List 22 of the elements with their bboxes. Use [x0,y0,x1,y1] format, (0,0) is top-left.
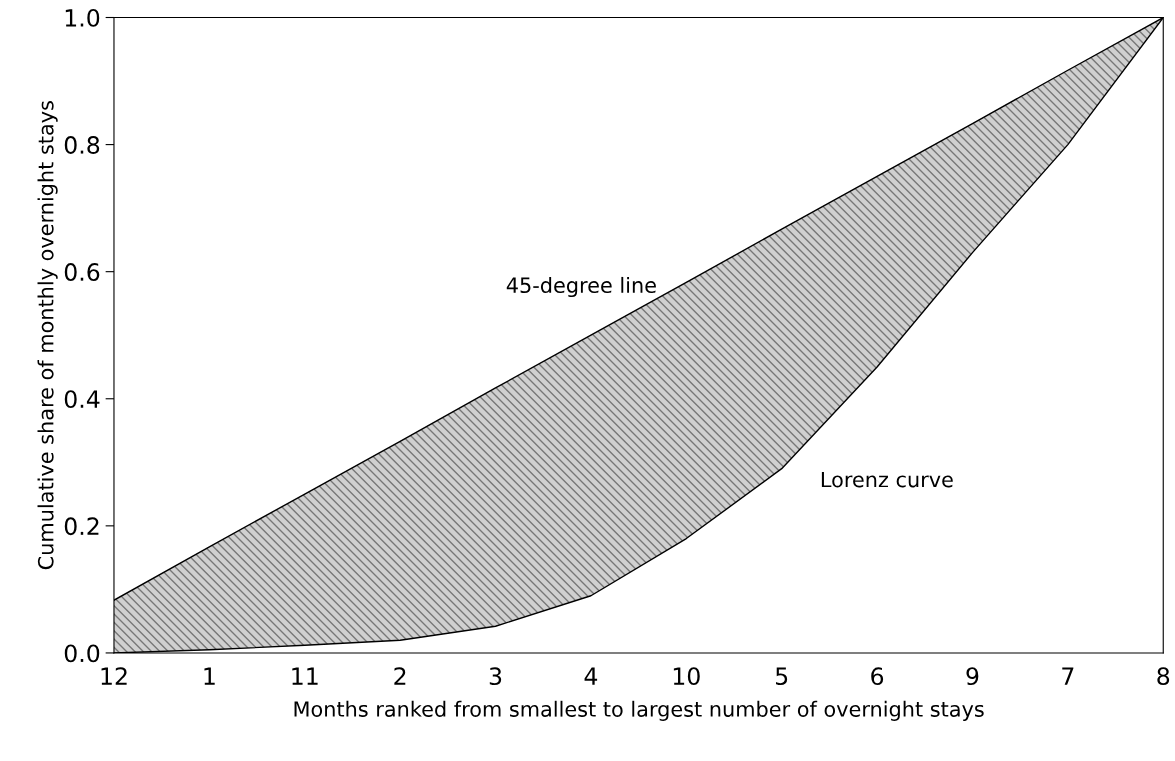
x-tick-label: 2 [394,667,406,685]
y-tick-label: 1.0 [65,8,100,27]
x-tick-label: 3 [489,667,502,686]
y-tick-label: 0.4 [64,390,100,409]
series-label: Lorenz curve [821,471,953,488]
y-tick-label: 0.0 [64,644,100,663]
y-tick-label: 0.8 [64,136,100,154]
y-tick-label: 0.6 [64,263,100,281]
x-tick-label: 8 [1157,667,1170,686]
x-tick-label: 12 [101,667,127,685]
x-tick-label: 9 [966,667,979,686]
series-label: 45-degree line [506,276,656,298]
x-tick-label: 11 [292,667,318,685]
x-tick-label: 1 [204,667,215,685]
x-axis-title: Months ranked from smallest to largest number of overnight stays [294,700,984,721]
x-tick-label: 6 [871,667,884,686]
x-tick-label: 4 [584,667,598,685]
y-tick-label: 0.2 [64,517,99,536]
y-axis-title: Cumulative share of monthly overnight stays [37,101,58,570]
x-tick-label: 7 [1062,667,1074,685]
x-tick-label: 5 [776,667,788,686]
x-tick-label: 10 [673,667,700,686]
